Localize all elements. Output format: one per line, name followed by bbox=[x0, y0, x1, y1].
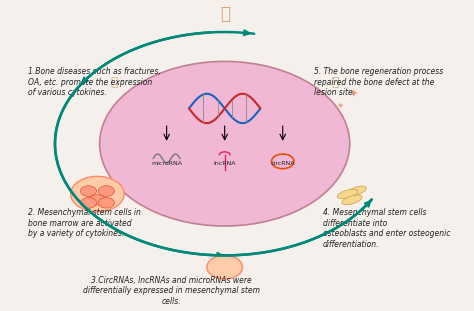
Text: 2. Mesenchymal stem cells in
bone marrow are activated
by a variety of cytokines: 2. Mesenchymal stem cells in bone marrow… bbox=[28, 208, 141, 238]
Text: circRNA: circRNA bbox=[271, 161, 295, 166]
Ellipse shape bbox=[337, 189, 358, 199]
Text: lncRNA: lncRNA bbox=[213, 161, 236, 166]
Text: ✦: ✦ bbox=[348, 88, 357, 99]
Text: ✦: ✦ bbox=[337, 100, 344, 109]
Circle shape bbox=[207, 255, 243, 279]
Ellipse shape bbox=[346, 186, 366, 196]
Circle shape bbox=[81, 197, 97, 208]
Text: 🦴: 🦴 bbox=[110, 76, 118, 89]
Circle shape bbox=[98, 186, 114, 196]
Circle shape bbox=[90, 195, 105, 205]
Text: 5. The bone regeneration process
repaired the bone defect at the
lesion site.: 5. The bone regeneration process repaire… bbox=[314, 67, 443, 97]
Circle shape bbox=[100, 61, 350, 226]
Text: 🦴: 🦴 bbox=[331, 76, 339, 89]
Circle shape bbox=[98, 197, 114, 208]
Ellipse shape bbox=[342, 195, 362, 205]
Text: microRNA: microRNA bbox=[151, 161, 182, 166]
Circle shape bbox=[71, 176, 124, 211]
Circle shape bbox=[81, 186, 97, 196]
Text: 🧍: 🧍 bbox=[219, 5, 230, 23]
Text: 4. Mesenchymal stem cells differentiate into
osteoblasts and enter osteogenic di: 4. Mesenchymal stem cells differentiate … bbox=[323, 208, 450, 248]
Text: 1.Bone diseases such as fractures,
OA, etc. promote the expression
of various cy: 1.Bone diseases such as fractures, OA, e… bbox=[28, 67, 161, 97]
Text: 3.CircRNAs, lncRNAs and microRNAs were
differentially expressed in mesenchymal s: 3.CircRNAs, lncRNAs and microRNAs were d… bbox=[82, 276, 260, 306]
